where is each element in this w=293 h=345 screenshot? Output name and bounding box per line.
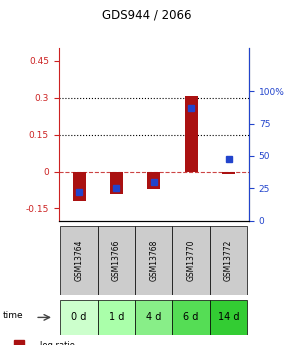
- Text: GSM13766: GSM13766: [112, 240, 121, 281]
- Bar: [110, 171, 123, 194]
- Bar: [135, 300, 173, 335]
- Text: log ratio: log ratio: [40, 341, 74, 345]
- Bar: [210, 300, 247, 335]
- Text: 1 d: 1 d: [109, 313, 124, 322]
- Bar: [60, 226, 98, 295]
- Bar: [98, 226, 135, 295]
- Bar: [60, 300, 98, 335]
- Text: 6 d: 6 d: [183, 313, 199, 322]
- Bar: [185, 96, 198, 171]
- Bar: [173, 226, 210, 295]
- Bar: [147, 171, 160, 189]
- Text: 0 d: 0 d: [71, 313, 87, 322]
- Bar: [222, 171, 235, 174]
- Text: GSM13770: GSM13770: [187, 240, 196, 281]
- Bar: [98, 300, 135, 335]
- Text: GSM13764: GSM13764: [75, 240, 84, 281]
- Bar: [14, 340, 24, 345]
- Text: 4 d: 4 d: [146, 313, 161, 322]
- Text: 14 d: 14 d: [218, 313, 239, 322]
- Text: GDS944 / 2066: GDS944 / 2066: [102, 9, 191, 22]
- Text: GSM13768: GSM13768: [149, 240, 158, 281]
- Bar: [173, 300, 210, 335]
- Text: time: time: [3, 311, 23, 320]
- Bar: [135, 226, 173, 295]
- Bar: [73, 171, 86, 201]
- Text: GSM13772: GSM13772: [224, 240, 233, 281]
- Bar: [210, 226, 247, 295]
